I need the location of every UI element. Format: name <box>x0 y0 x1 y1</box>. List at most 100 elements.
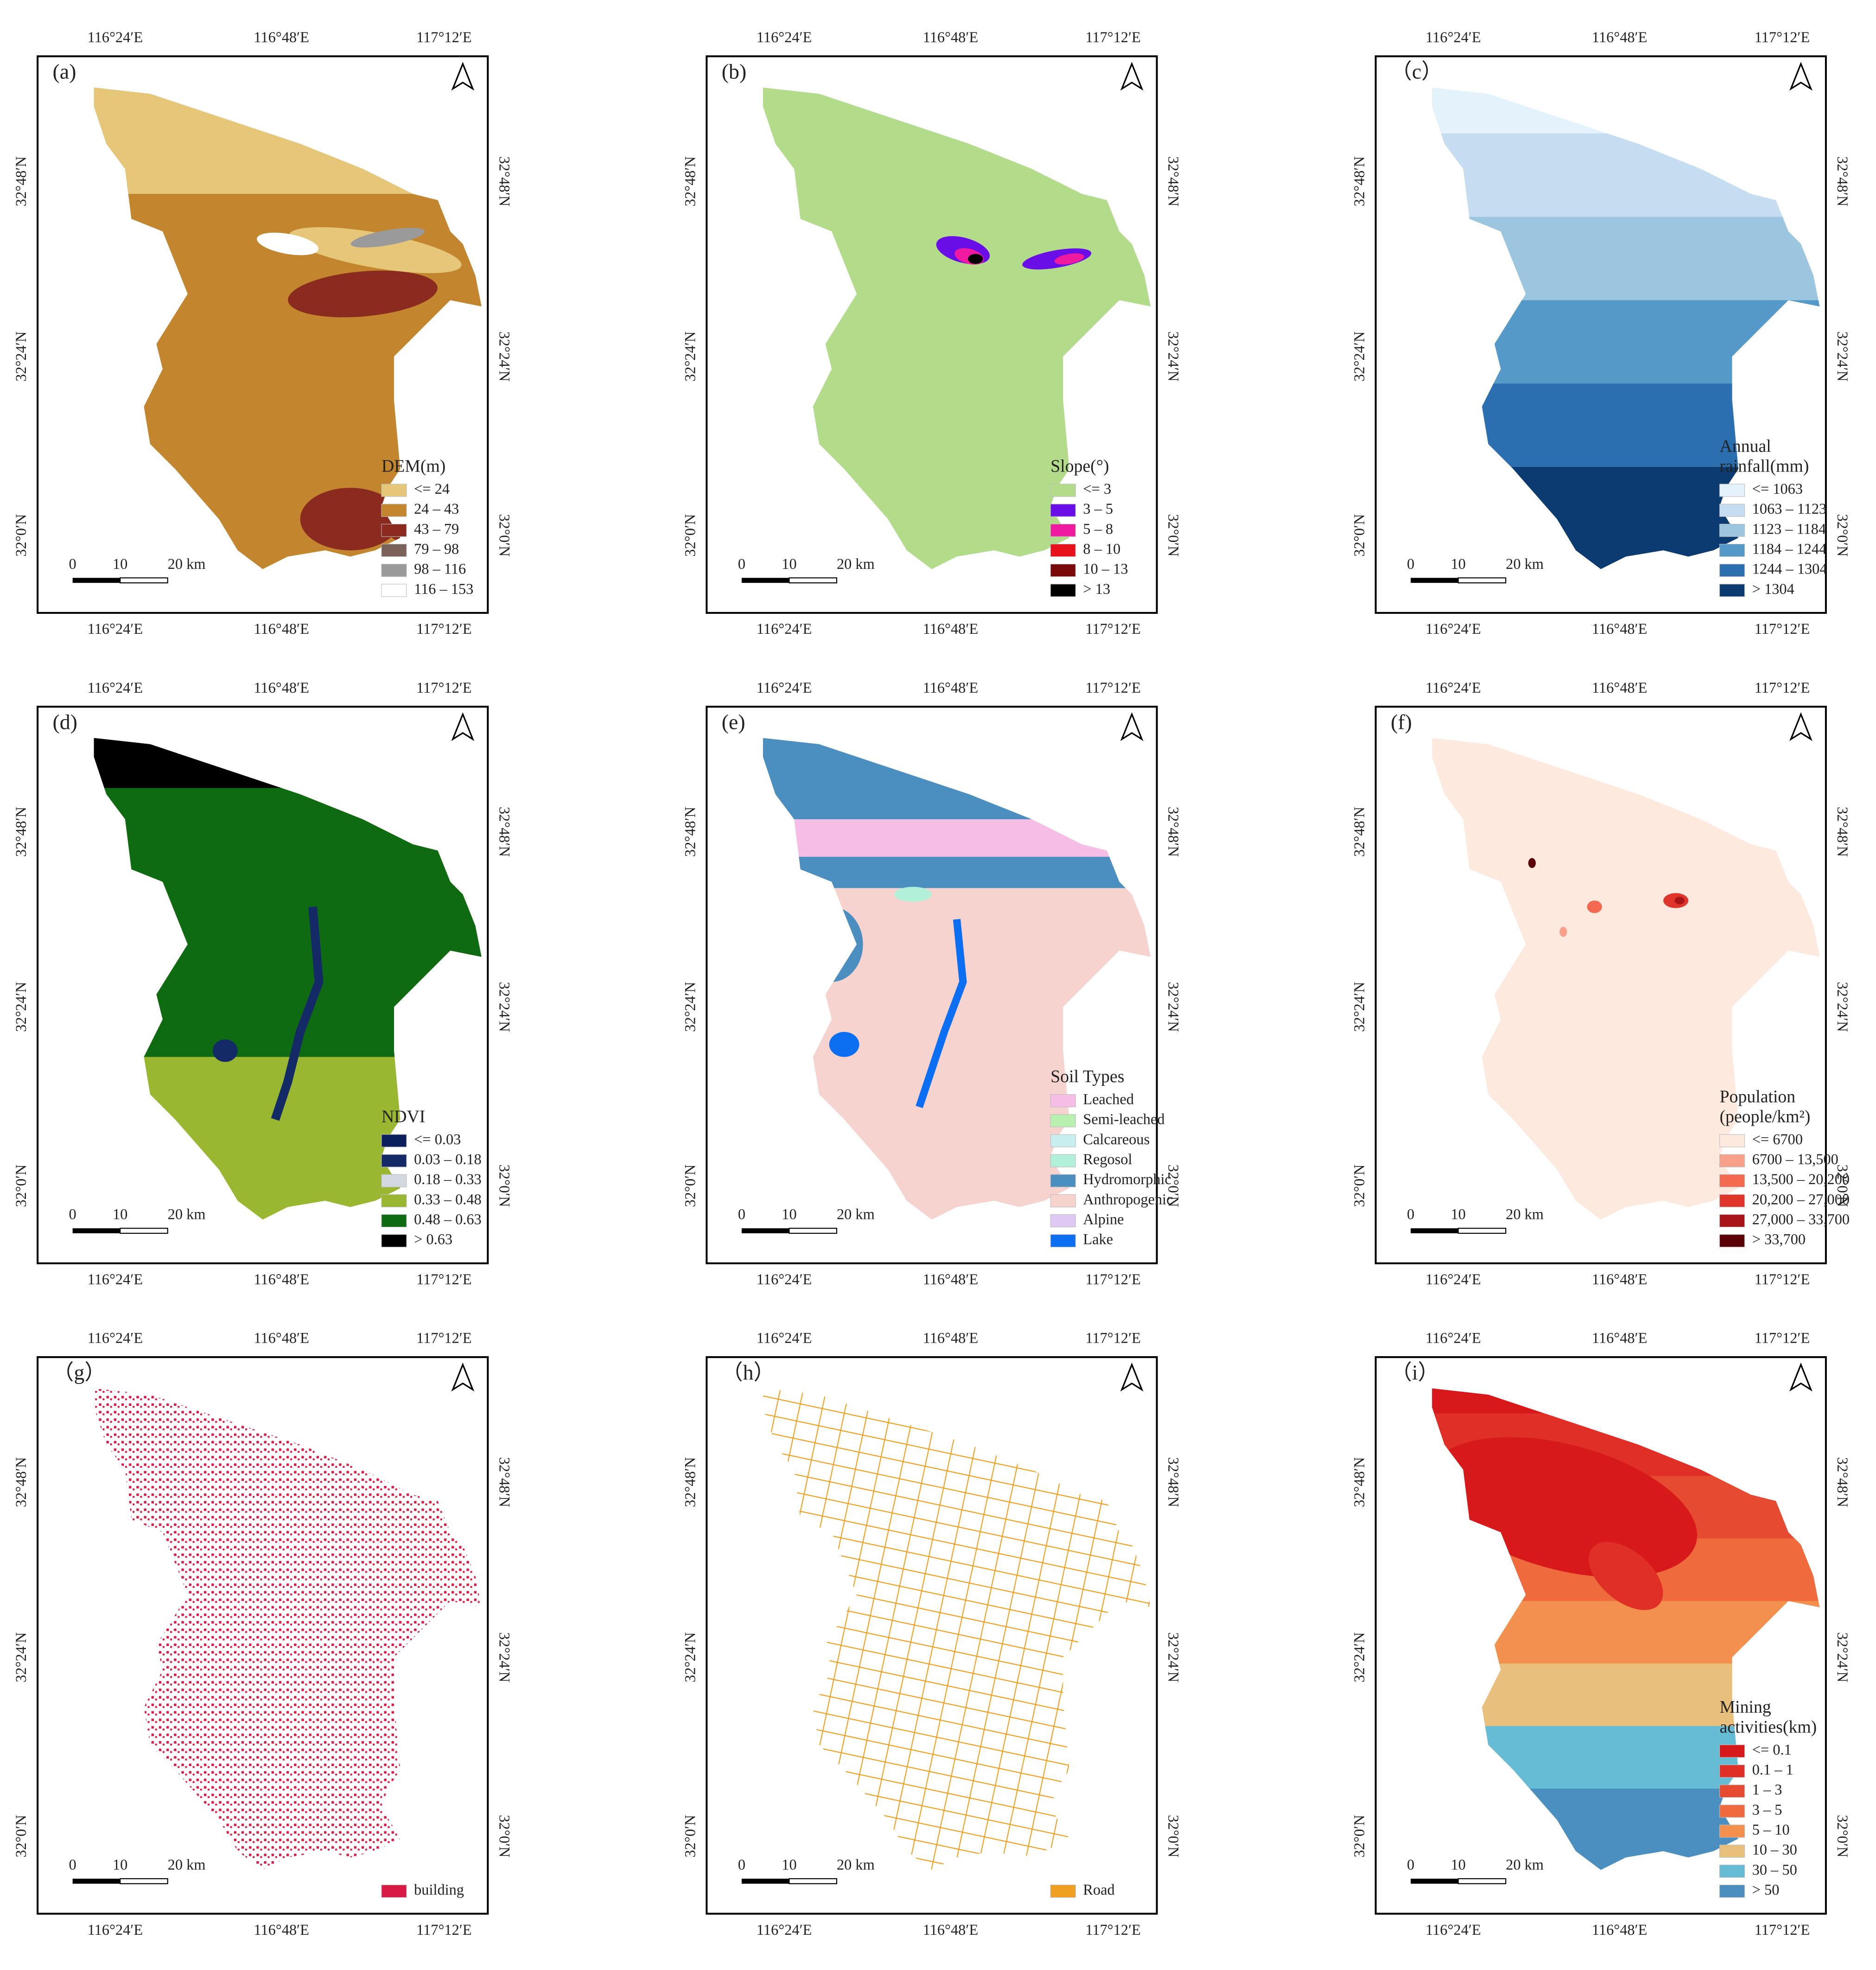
panel-label: (d) <box>52 710 77 734</box>
legend-label: <= 3 <box>1083 481 1111 497</box>
lat-tick-label: 32°24′N <box>13 982 30 1032</box>
scale-label: 10 <box>1451 1206 1466 1223</box>
legend-label: 6700 – 13,500 <box>1752 1151 1838 1168</box>
map-region <box>1054 253 1084 265</box>
map-panel: （i） 116°24′E 116°24′E 116°48′E 116°48′E 117°1… <box>1351 1330 1851 1938</box>
legend-title: (people/km²) <box>1720 1107 1811 1126</box>
legend-swatch <box>1050 504 1076 517</box>
map-panel: (a) 116°24′E 116°24′E 116°48′E 116°48′E 117°1… <box>13 29 512 638</box>
legend-label: 8 – 10 <box>1083 541 1120 557</box>
legend-label: 0.03 – 0.18 <box>414 1151 482 1168</box>
lon-tick-label: 117°12′E <box>1755 621 1810 638</box>
legend-title: NDVI <box>382 1107 425 1126</box>
lon-tick-label: 116°48′E <box>254 29 309 46</box>
lon-tick-label: 116°48′E <box>254 680 309 696</box>
lat-tick-label: 32°0′N <box>682 1165 699 1207</box>
legend-title: rainfall(mm) <box>1720 457 1809 476</box>
map-frame <box>706 1356 1158 1915</box>
legend-swatch <box>1050 1114 1076 1128</box>
legend-swatch <box>1050 564 1076 577</box>
lat-tick-label: 32°0′N <box>13 514 30 557</box>
legend-swatch <box>1050 1885 1076 1898</box>
legend-label: Calcareous <box>1083 1131 1150 1148</box>
map-region <box>894 886 932 902</box>
scale-bar <box>120 577 168 584</box>
lon-tick-label: 116°24′E <box>1425 1922 1481 1938</box>
legend-swatch <box>381 584 407 597</box>
legend-swatch <box>1050 1214 1076 1228</box>
map-region <box>212 1039 238 1062</box>
legend-title: DEM(m) <box>382 457 445 476</box>
legend-label: Regosol <box>1083 1151 1132 1168</box>
lon-tick-label: 116°48′E <box>1592 29 1647 46</box>
lon-tick-label: 117°12′E <box>416 680 471 696</box>
map-frame <box>1374 706 1827 1264</box>
lat-tick-label: 32°48′N <box>682 1457 699 1507</box>
legend-label: > 13 <box>1083 581 1110 598</box>
legend-label: Anthropogenic <box>1083 1191 1173 1208</box>
lat-tick-label: 32°48′N <box>682 156 699 206</box>
lon-tick-label: 117°12′E <box>1755 1922 1810 1938</box>
lat-tick-label: 32°0′N <box>496 514 512 557</box>
legend-label: Hydromorphic <box>1083 1171 1171 1188</box>
lat-tick-label: 32°24′N <box>1351 982 1368 1032</box>
north-arrow <box>1789 1362 1812 1392</box>
legend-label: 116 – 153 <box>414 581 473 598</box>
legend-label: 1244 – 1304 <box>1752 561 1827 578</box>
legend-label: <= 24 <box>414 481 450 497</box>
lat-tick-label: 32°24′N <box>1834 332 1851 382</box>
legend-swatch <box>1050 1154 1076 1167</box>
lon-tick-label: 116°24′E <box>1425 680 1481 696</box>
legend-label: 1123 – 1184 <box>1752 521 1826 537</box>
scale-bar <box>789 1228 838 1234</box>
scale-label: 0 <box>69 1206 76 1223</box>
legend-swatch <box>381 1885 407 1898</box>
lat-tick-label: 32°24′N <box>1351 332 1368 382</box>
legend-label: 43 – 79 <box>414 521 459 537</box>
north-arrow <box>1120 712 1144 741</box>
lat-tick-label: 32°24′N <box>1351 1632 1368 1683</box>
lat-tick-label: 32°48′N <box>1351 156 1368 206</box>
lon-tick-label: 116°24′E <box>88 621 143 638</box>
legend-label: 3 – 5 <box>1752 1802 1782 1818</box>
legend-label: 98 – 116 <box>414 561 466 578</box>
legend-swatch <box>1719 1154 1745 1167</box>
scale-label: 20 km <box>1506 1857 1544 1874</box>
legend-swatch <box>1719 1134 1745 1148</box>
legend-swatch <box>1050 1174 1076 1187</box>
scale-label: 10 <box>782 556 796 573</box>
lon-tick-label: 116°24′E <box>88 29 143 46</box>
map-panel: (d) 116°24′E 116°24′E 116°48′E 116°48′E 117°1… <box>13 680 512 1288</box>
scale-bar <box>1457 1228 1507 1234</box>
lon-tick-label: 116°24′E <box>757 1330 812 1347</box>
lon-tick-label: 116°48′E <box>1592 680 1647 696</box>
lon-tick-label: 116°24′E <box>757 680 812 696</box>
legend-label: Lake <box>1083 1231 1113 1248</box>
lon-tick-label: 116°48′E <box>254 621 309 638</box>
lon-tick-label: 117°12′E <box>416 1271 471 1288</box>
map-region <box>763 856 1151 888</box>
map-region <box>300 488 401 551</box>
river <box>271 906 324 1121</box>
lon-tick-label: 116°48′E <box>254 1330 309 1347</box>
scale-label: 0 <box>738 1857 745 1874</box>
scale-label: 0 <box>738 1206 745 1223</box>
legend-swatch <box>1050 523 1076 537</box>
legend-swatch <box>381 543 407 557</box>
north-arrow <box>451 1362 475 1392</box>
lat-tick-label: 32°24′N <box>496 982 512 1032</box>
panel-label: (b) <box>722 60 746 83</box>
legend-title: Soil Types <box>1050 1067 1124 1086</box>
lon-tick-label: 117°12′E <box>1085 1271 1140 1288</box>
legend-swatch <box>1050 1094 1076 1108</box>
lon-tick-label: 117°12′E <box>1085 680 1140 696</box>
legend-label: 13,500 – 20,200 <box>1752 1171 1850 1188</box>
map-region <box>829 1032 859 1057</box>
lon-tick-label: 117°12′E <box>1755 1271 1810 1288</box>
lon-tick-label: 116°24′E <box>757 1271 812 1288</box>
panel-label: (f) <box>1391 710 1412 734</box>
lon-tick-label: 117°12′E <box>1085 1922 1140 1938</box>
legend-label: <= 0.03 <box>414 1131 461 1148</box>
map-region <box>257 232 319 255</box>
